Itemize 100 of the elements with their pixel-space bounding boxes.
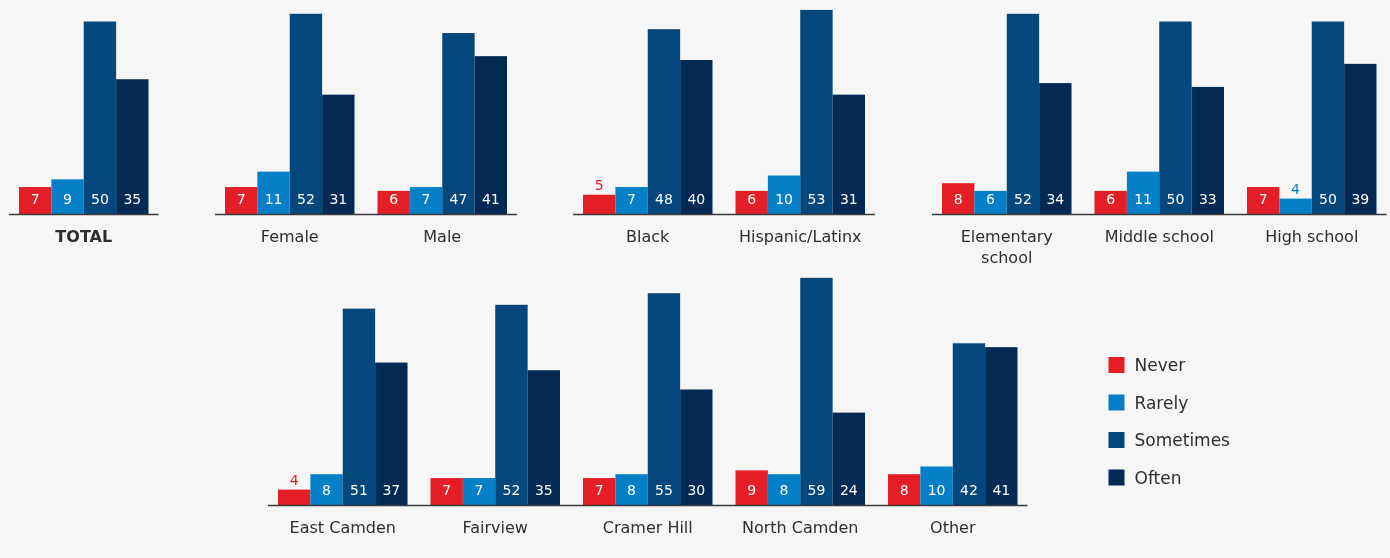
- bar: [735, 470, 768, 505]
- bar: [680, 389, 713, 505]
- data-label: 59: [807, 482, 826, 498]
- data-label: 48: [655, 191, 673, 207]
- data-label: 31: [329, 191, 348, 207]
- data-label: 7: [236, 191, 246, 207]
- bar: [767, 175, 801, 214]
- bar: [1039, 83, 1072, 214]
- bar: [116, 79, 149, 214]
- x-tick-label: Middle school: [1104, 227, 1214, 246]
- bar: [1094, 190, 1127, 214]
- data-label: 52: [297, 191, 315, 207]
- bar: [1344, 63, 1377, 214]
- bar: [442, 33, 475, 214]
- x-tick-label: Hispanic/Latinx: [738, 227, 862, 246]
- data-label: 47: [449, 191, 468, 207]
- data-label: 51: [350, 482, 368, 498]
- data-label: 52: [502, 482, 521, 498]
- data-label: 10: [775, 191, 793, 207]
- bar: [985, 347, 1018, 505]
- data-label: 4: [1291, 180, 1301, 197]
- bar: [1159, 21, 1192, 214]
- data-label: 40: [687, 191, 706, 207]
- data-label: 7: [1258, 191, 1268, 207]
- data-label: 24: [839, 482, 858, 498]
- bar: [375, 362, 408, 505]
- bar: [278, 489, 311, 505]
- data-label: 52: [1014, 191, 1032, 207]
- bar: [310, 474, 343, 505]
- bar: [527, 370, 560, 505]
- data-label: 7: [627, 191, 637, 207]
- data-label: 50: [1166, 191, 1185, 207]
- data-label: 37: [382, 482, 401, 498]
- x-tick-label: Other: [930, 518, 976, 537]
- bar: [647, 293, 681, 505]
- x-tick-label: North Camden: [741, 518, 859, 537]
- data-label: 6: [389, 191, 399, 207]
- bar: [462, 478, 496, 505]
- data-label: 7: [30, 191, 40, 207]
- bar: [832, 412, 865, 505]
- bar: [225, 187, 258, 214]
- bar: [377, 190, 410, 214]
- x-tick-label: TOTAL: [55, 227, 113, 246]
- data-label: 41: [992, 482, 1011, 498]
- bar: [952, 343, 986, 505]
- data-label: 9: [747, 482, 757, 498]
- data-label: 8: [953, 191, 963, 207]
- bar: [920, 466, 953, 505]
- legend-label: Sometimes: [1134, 430, 1231, 450]
- data-label: 5: [594, 176, 604, 193]
- bar: [257, 171, 290, 214]
- data-label: 39: [1351, 191, 1370, 207]
- bar: [615, 187, 648, 214]
- data-label: 8: [322, 482, 332, 498]
- data-label: 6: [747, 191, 757, 207]
- bar: [1006, 13, 1040, 214]
- bar: [289, 13, 323, 214]
- data-label: 50: [1319, 191, 1337, 207]
- bar: [800, 9, 833, 214]
- data-label: 4: [289, 471, 299, 488]
- x-tick-label: Elementary school: [960, 227, 1053, 267]
- bar: [1311, 21, 1345, 214]
- x-tick-label: Fairview: [462, 518, 528, 537]
- legend-label: Rarely: [1134, 392, 1189, 413]
- data-label: 7: [474, 482, 484, 498]
- bar: [430, 478, 463, 505]
- bar: [974, 190, 1007, 214]
- bar: [647, 29, 681, 214]
- x-tick-label: Female: [260, 227, 319, 246]
- data-label: 53: [807, 191, 826, 207]
- data-label: 30: [687, 482, 706, 498]
- x-tick-label: Cramer Hill: [602, 518, 693, 537]
- data-label: 35: [123, 191, 142, 207]
- bar: [474, 56, 507, 214]
- data-label: 41: [481, 191, 500, 207]
- bar: [735, 190, 768, 214]
- data-label: 9: [63, 191, 73, 207]
- data-label: 10: [927, 482, 946, 498]
- x-tick-label: High school: [1265, 227, 1359, 246]
- data-label: 42: [960, 482, 978, 498]
- bar: [1279, 198, 1312, 214]
- bar: [583, 478, 616, 505]
- data-label: 50: [91, 191, 109, 207]
- bar: [342, 308, 376, 505]
- bar: [495, 304, 528, 505]
- bar: [615, 474, 648, 505]
- data-label: 6: [986, 191, 996, 207]
- data-label: 34: [1046, 191, 1065, 207]
- x-tick-label: Black: [626, 227, 671, 246]
- legend-label: Never: [1134, 355, 1186, 375]
- bar: [409, 187, 443, 214]
- x-tick-label: East Camden: [289, 518, 396, 537]
- data-label: 8: [779, 482, 789, 498]
- data-label: 7: [442, 482, 452, 498]
- bar: [942, 183, 975, 214]
- data-label: 35: [534, 482, 553, 498]
- bar: [1126, 171, 1160, 214]
- bar: [832, 94, 865, 214]
- bar: [583, 194, 616, 214]
- data-label: 7: [594, 482, 604, 498]
